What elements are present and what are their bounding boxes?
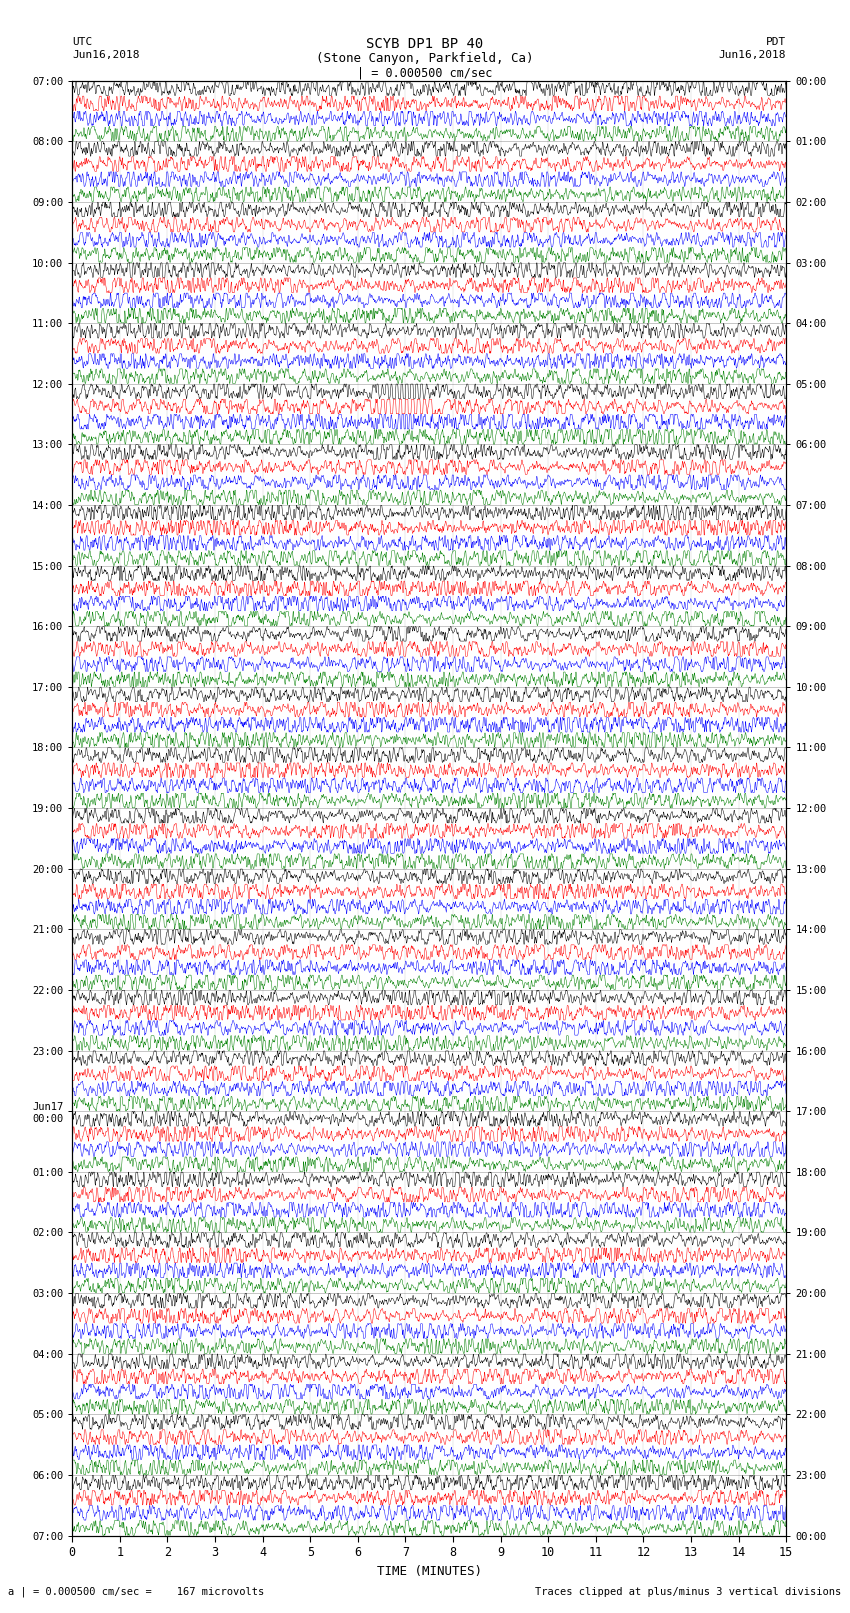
Text: UTC: UTC [72,37,93,47]
Text: | = 0.000500 cm/sec: | = 0.000500 cm/sec [357,66,493,79]
Text: (Stone Canyon, Parkfield, Ca): (Stone Canyon, Parkfield, Ca) [316,52,534,65]
Text: Traces clipped at plus/minus 3 vertical divisions: Traces clipped at plus/minus 3 vertical … [536,1587,842,1597]
X-axis label: TIME (MINUTES): TIME (MINUTES) [377,1565,482,1578]
Text: SCYB DP1 BP 40: SCYB DP1 BP 40 [366,37,484,52]
Text: Jun16,2018: Jun16,2018 [72,50,139,60]
Text: Jun16,2018: Jun16,2018 [719,50,786,60]
Text: a | = 0.000500 cm/sec =    167 microvolts: a | = 0.000500 cm/sec = 167 microvolts [8,1586,264,1597]
Text: PDT: PDT [766,37,786,47]
